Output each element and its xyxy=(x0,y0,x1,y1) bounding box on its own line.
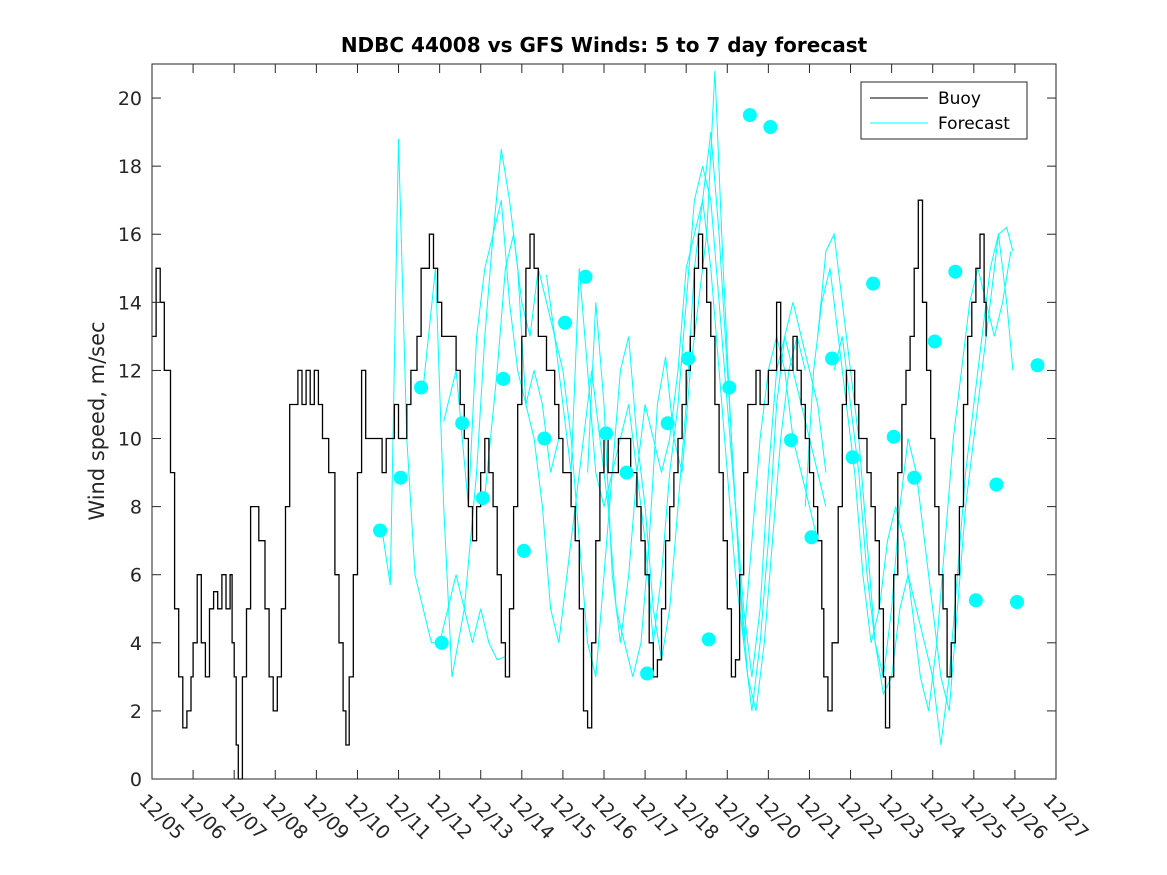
forecast-marker-30 xyxy=(968,593,983,608)
y-tick-label-16: 16 xyxy=(118,224,142,246)
forecast-marker-10 xyxy=(558,315,572,330)
y-tick-label-0: 0 xyxy=(130,769,142,791)
forecast-marker-11 xyxy=(578,269,593,284)
forecast-marker-21 xyxy=(784,433,798,448)
y-axis-label: Wind speed, m/sec xyxy=(85,321,109,520)
forecast-run-3 xyxy=(443,70,806,712)
forecast-marker-18 xyxy=(722,380,737,395)
forecast-run-4 xyxy=(484,132,827,711)
forecast-marker-16 xyxy=(681,351,696,366)
legend-forecast-label: Forecast xyxy=(938,114,1010,134)
forecast-marker-9 xyxy=(537,431,552,446)
forecast-marker-6 xyxy=(475,491,490,506)
forecast-marker-3 xyxy=(414,380,429,395)
forecast-marker-14 xyxy=(640,666,655,681)
y-tick-label-20: 20 xyxy=(118,88,142,110)
forecast-marker-32 xyxy=(1010,595,1024,609)
forecast-marker-4 xyxy=(434,635,449,650)
forecast-marker-8 xyxy=(516,543,531,558)
forecast-marker-26 xyxy=(886,429,901,444)
forecast-run-2 xyxy=(422,200,560,677)
forecast-marker-33 xyxy=(1030,358,1045,373)
chart-title: NDBC 44008 vs GFS Winds: 5 to 7 day fore… xyxy=(341,33,868,57)
legend: Buoy Forecast xyxy=(860,81,1028,140)
forecast-marker-13 xyxy=(619,465,634,480)
forecast-marker-22 xyxy=(804,530,819,545)
y-tick-label-14: 14 xyxy=(118,292,142,314)
forecast-marker-25 xyxy=(866,276,881,291)
forecast-marker-7 xyxy=(496,371,511,386)
legend-buoy-label: Buoy xyxy=(938,89,981,109)
legend-box xyxy=(860,81,1028,140)
forecast-marker-2 xyxy=(393,470,408,485)
forecast-run-6 xyxy=(587,200,819,643)
forecast-run-5 xyxy=(546,165,827,677)
forecast-marker-31 xyxy=(989,477,1004,492)
forecast-marker-12 xyxy=(599,426,614,441)
buoy-line xyxy=(152,199,987,780)
y-tick-label-10: 10 xyxy=(118,429,142,451)
forecast-run-1 xyxy=(381,138,506,661)
forecast-marker-28 xyxy=(927,334,942,349)
y-tick-label-12: 12 xyxy=(118,360,142,382)
y-tick-label-8: 8 xyxy=(130,497,142,519)
forecast-marker-1 xyxy=(373,523,388,538)
forecast-marker-15 xyxy=(660,416,675,431)
forecast-marker-19 xyxy=(742,108,757,123)
series-layer xyxy=(152,70,1045,780)
y-tick-label-2: 2 xyxy=(130,701,142,723)
forecast-marker-29 xyxy=(948,264,963,279)
plot-area xyxy=(152,64,1056,779)
y-tick-label-4: 4 xyxy=(130,633,142,655)
forecast-marker-5 xyxy=(455,416,470,431)
y-tick-label-18: 18 xyxy=(118,156,142,178)
y-tick-label-6: 6 xyxy=(130,565,142,587)
forecast-run-9 xyxy=(833,234,1014,746)
forecast-marker-20 xyxy=(763,120,778,134)
forecast-marker-24 xyxy=(845,450,860,465)
forecast-marker-17 xyxy=(701,632,716,647)
forecast-marker-27 xyxy=(907,470,922,485)
forecast-marker-23 xyxy=(825,351,840,366)
